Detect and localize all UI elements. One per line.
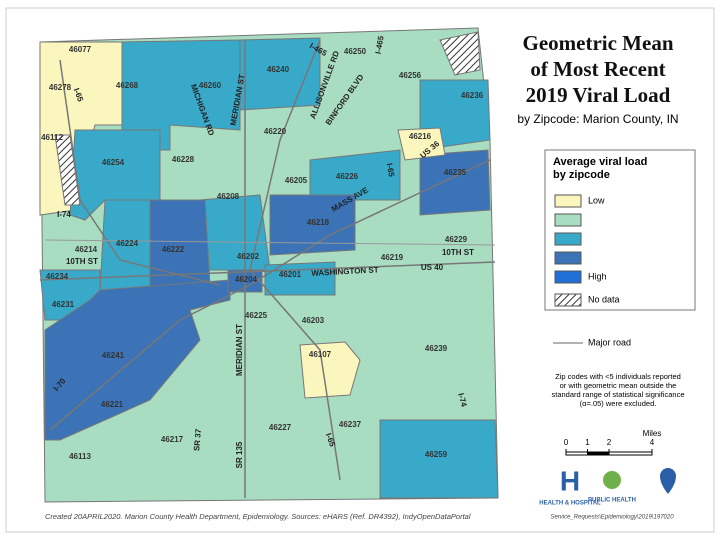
road-label: 10TH ST <box>442 248 474 257</box>
zip-label: 46239 <box>425 344 448 353</box>
note: Zip codes with <5 individuals reportedor… <box>552 372 685 408</box>
note-line: or with geometric mean outside the <box>560 381 677 390</box>
zip-label: 46220 <box>264 127 287 136</box>
title-line: 2019 Viral Load <box>526 83 671 107</box>
logo-icon <box>660 468 676 494</box>
zip-label: 46204 <box>235 275 258 284</box>
zip-label: 46224 <box>116 239 139 248</box>
scale-tick-label: 4 <box>650 438 655 447</box>
road-label: I-465 <box>374 35 386 55</box>
road-label: SR 37 <box>192 428 203 451</box>
zip-label: 46203 <box>302 316 325 325</box>
logo-text: HEALTH & HOSPITAL <box>539 501 601 507</box>
zip-label: 46216 <box>409 132 432 141</box>
zip-label: 46201 <box>279 270 302 279</box>
zip-label: 46205 <box>285 176 308 185</box>
zip-label: 46112 <box>41 133 63 142</box>
zip-label: 46240 <box>267 65 290 74</box>
scale-tick-label: 2 <box>607 438 612 447</box>
subtitle: by Zipcode: Marion County, IN <box>517 112 678 126</box>
logo-icon: H <box>560 465 580 496</box>
zip-label: 46235 <box>444 168 467 177</box>
zip-label: 46228 <box>172 155 195 164</box>
zip-label: 46229 <box>445 235 468 244</box>
road-label: WASHINGTON ST <box>311 265 379 278</box>
legend-label: Low <box>588 195 605 205</box>
scale-tick-label: 0 <box>564 438 569 447</box>
zip-label: 46260 <box>199 81 222 90</box>
road-label: I-74 <box>57 210 71 219</box>
road-label: MERIDIAN ST <box>235 324 244 376</box>
legend-label: High <box>588 271 607 281</box>
legend-items: Low High No data <box>554 194 620 307</box>
zip-label: 46250 <box>344 47 367 56</box>
zip-label: 46254 <box>102 158 125 167</box>
zip-label: 46217 <box>161 435 184 444</box>
legend-swatch <box>554 251 582 265</box>
legend-swatch <box>554 194 582 208</box>
zip-label: 46219 <box>381 253 404 262</box>
scale-tick-label: 1 <box>585 438 590 447</box>
scale-unit: Miles <box>643 429 662 438</box>
zip-label: 46214 <box>75 245 98 254</box>
road-label: I-65 <box>385 162 396 178</box>
zip-label: 46268 <box>116 81 139 90</box>
zip-label: 46107 <box>309 350 332 359</box>
legend-swatch <box>554 232 582 246</box>
legend-title: by zipcode <box>553 169 610 181</box>
note-line: Zip codes with <5 individuals reported <box>555 372 681 381</box>
title-line: of Most Recent <box>530 57 665 81</box>
road-legend: Major road <box>588 337 631 347</box>
note-line: standard range of statistical significan… <box>552 390 685 399</box>
legend-title: Average viral load <box>553 156 647 168</box>
note-line: (α=.05) were excluded. <box>580 399 657 408</box>
zip-label: 46221 <box>101 400 124 409</box>
zip-label: 46225 <box>245 311 268 320</box>
zip-label: 46259 <box>425 450 448 459</box>
zip-label: 46113 <box>69 452 91 461</box>
road-label: I-74 <box>456 392 468 408</box>
scale-bar-fill <box>587 452 609 455</box>
road-label: US 40 <box>421 263 444 272</box>
zip-label: 46278 <box>49 83 72 92</box>
road-label: SR 135 <box>235 441 244 468</box>
logo-icon <box>603 471 621 489</box>
zip-label: 46237 <box>339 420 362 429</box>
zip-label: 46222 <box>162 245 185 254</box>
zip-labels: 46077 46278 46268 46260 46240 46250 46256 46236… <box>41 45 484 461</box>
zip-label: 46208 <box>217 192 240 201</box>
title-line: Geometric Mean <box>522 31 673 55</box>
zip-label: 46218 <box>307 218 330 227</box>
zip-label: 46226 <box>336 172 359 181</box>
legend-label: No data <box>588 294 620 304</box>
zip-label: 46231 <box>52 300 75 309</box>
county <box>39 27 499 503</box>
frame <box>5 7 715 533</box>
legend-swatch <box>554 213 582 227</box>
logo-text: PUBLIC HEALTH <box>588 498 636 504</box>
footer: Created 20APRIL2020. Marion County Healt… <box>45 512 471 521</box>
zip-label: 46234 <box>46 272 69 281</box>
zip-label: 46202 <box>237 252 260 261</box>
zip-label: 46227 <box>269 423 292 432</box>
zip-label: 46236 <box>461 91 484 100</box>
footer-right: Service_Requests\Epidemiology\2019\19702… <box>550 515 674 521</box>
zip-label: 46256 <box>399 71 422 80</box>
zip-label: 46241 <box>102 351 125 360</box>
zip-label: 46077 <box>69 45 92 54</box>
legend-swatch <box>554 293 582 307</box>
logos: H HEALTH & HOSPITAL PUBLIC HEALTH <box>539 465 676 507</box>
road-label: 10TH ST <box>66 257 98 266</box>
legend-swatch <box>554 270 582 284</box>
